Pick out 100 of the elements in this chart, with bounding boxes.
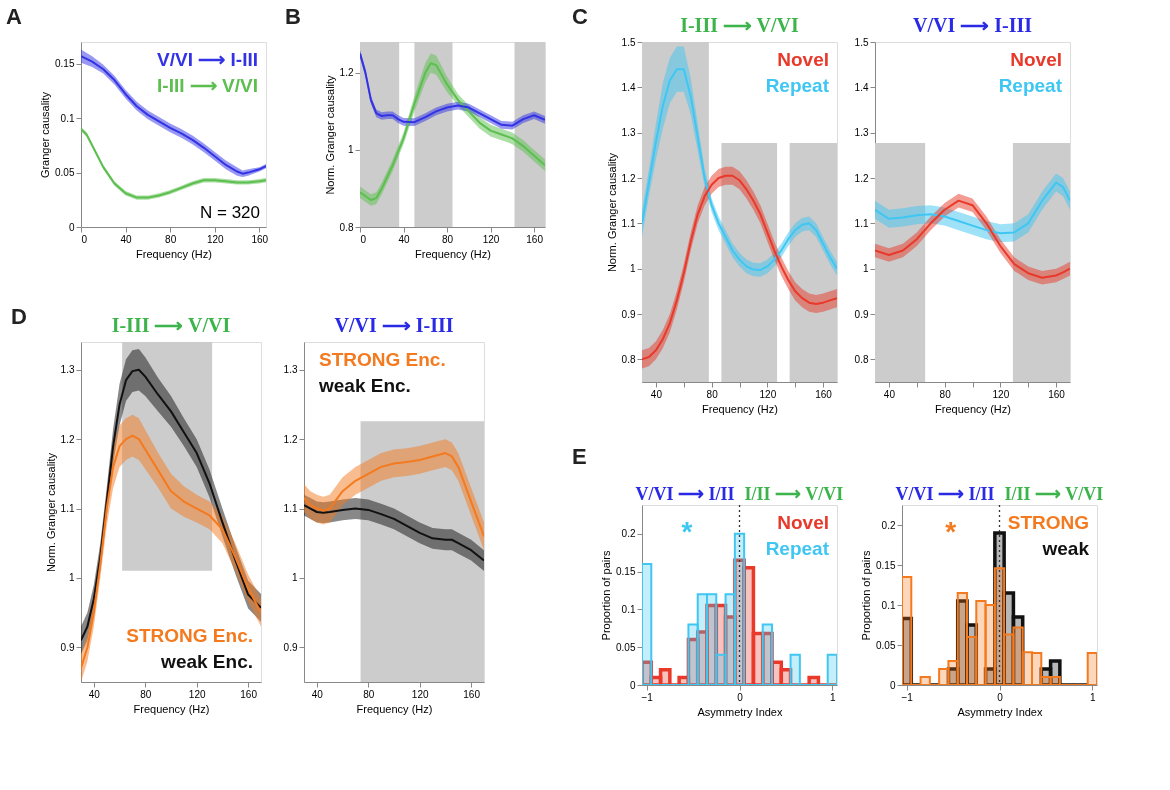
x-tick-label: 80 — [165, 233, 177, 245]
text: weak — [1041, 538, 1090, 559]
x-tick-label: 0 — [737, 691, 744, 703]
y-tick-label: 1.3 — [854, 127, 869, 139]
x-tick-label: 0 — [360, 233, 367, 245]
x-tick-label: 160 — [526, 233, 544, 245]
y-tick-label: 1 — [347, 144, 354, 156]
x-tick-label: 120 — [992, 388, 1010, 400]
text: E — [572, 444, 587, 469]
y-tick-label: 0.1 — [881, 599, 896, 611]
y-axis-title: Granger causality — [39, 91, 52, 179]
y-tick-label: 1.2 — [854, 172, 869, 184]
y-tick-label: 1.4 — [621, 81, 636, 93]
x-axis-title: Frequency (Hz) — [935, 402, 1011, 415]
x-tick-label: 40 — [398, 233, 411, 245]
text: I/II ⟶ V/VI — [1004, 484, 1104, 504]
x-tick-label: 40 — [650, 388, 663, 400]
text: weak Enc. — [160, 651, 253, 672]
text: V/VI ⟶ I/II — [635, 484, 735, 504]
y-tick-label: 0.15 — [616, 566, 636, 578]
chart-title: I-III ⟶ V/VI — [680, 14, 800, 36]
text: B — [285, 4, 301, 29]
y-tick-label: 0.15 — [55, 58, 75, 70]
x-tick-label: 40 — [88, 688, 101, 700]
y-tick-label: 1.2 — [339, 67, 354, 79]
y-tick-label: 1.3 — [283, 364, 298, 376]
chart-title: V/VI ⟶ I-III — [334, 314, 454, 336]
y-tick-label: 0.8 — [854, 353, 869, 365]
y-tick-label: 1.1 — [60, 503, 75, 515]
text: V/VI ⟶ I-III — [157, 49, 258, 70]
y-axis-title: Proportion of pairs — [860, 550, 873, 641]
x-tick-label: 40 — [120, 233, 133, 245]
x-tick-label: 120 — [759, 388, 777, 400]
y-axis-title: Norm. Granger causality — [323, 74, 336, 195]
y-tick-label: 1.2 — [60, 433, 75, 445]
y-tick-label: 0.05 — [55, 167, 75, 179]
x-tick-label: 120 — [482, 233, 500, 245]
x-tick-label: 80 — [363, 688, 375, 700]
x-axis-title: Frequency (Hz) — [136, 247, 212, 260]
annotation: * — [945, 516, 957, 547]
x-tick-label: −1 — [901, 691, 914, 703]
text: Novel — [1010, 49, 1062, 70]
x-tick-label: 40 — [883, 388, 896, 400]
y-tick-label: 1.2 — [283, 433, 298, 445]
y-tick-label: 0.15 — [876, 559, 896, 571]
y-tick-label: 1.2 — [621, 172, 636, 184]
y-tick-label: 1 — [629, 263, 636, 275]
y-tick-label: 0.9 — [283, 641, 298, 653]
y-tick-label: 0.8 — [621, 353, 636, 365]
y-tick-label: 0.9 — [60, 641, 75, 653]
y-tick-label: 1 — [68, 572, 75, 584]
chart-title: V/VI ⟶ I-III — [912, 14, 1033, 36]
y-tick-label: 0.2 — [621, 528, 636, 540]
x-tick-label: 120 — [411, 688, 429, 700]
y-tick-label: 0.9 — [854, 308, 869, 320]
text: Novel — [777, 49, 829, 70]
x-tick-label: 0 — [997, 691, 1004, 703]
x-tick-label: −1 — [641, 691, 654, 703]
text: Repeat — [998, 75, 1063, 96]
x-tick-label: 160 — [815, 388, 833, 400]
x-tick-label: 0 — [81, 233, 88, 245]
y-tick-label: 1.1 — [854, 217, 869, 229]
y-tick-label: 0.1 — [60, 112, 75, 124]
x-axis-title: Asymmetry Index — [697, 705, 783, 718]
y-tick-label: 0.8 — [339, 221, 354, 233]
text: I-III ⟶ V/VI — [157, 75, 258, 96]
x-axis-title: Frequency (Hz) — [702, 402, 778, 415]
x-tick-label: 80 — [140, 688, 152, 700]
y-tick-label: 0.2 — [881, 519, 896, 531]
y-tick-label: 1 — [862, 263, 869, 275]
y-tick-label: 0 — [889, 679, 896, 691]
y-tick-label: 0.05 — [616, 641, 636, 653]
y-tick-label: 0.9 — [621, 308, 636, 320]
chart-title: I-III ⟶ V/VI — [111, 314, 231, 336]
x-tick-label: 120 — [188, 688, 206, 700]
x-tick-label: 1 — [1090, 691, 1097, 703]
y-tick-label: 1.1 — [283, 503, 298, 515]
x-axis-title: Asymmetry Index — [957, 705, 1043, 718]
y-tick-label: 0 — [68, 221, 75, 233]
x-tick-label: 160 — [463, 688, 481, 700]
text: weak Enc. — [318, 375, 411, 396]
text: Repeat — [765, 75, 830, 96]
y-tick-label: 0 — [629, 679, 636, 691]
y-axis-title: Norm. Granger causality — [605, 152, 618, 273]
series-label: Repeat — [765, 538, 830, 559]
x-tick-label: 120 — [206, 233, 225, 245]
y-axis-title: Proportion of pairs — [600, 550, 613, 641]
y-tick-label: 1.1 — [621, 217, 636, 229]
y-tick-label: 0.1 — [621, 603, 636, 615]
y-tick-label: 1 — [291, 572, 298, 584]
y-tick-label: 1.3 — [621, 127, 636, 139]
y-tick-label: 1.4 — [854, 81, 869, 93]
x-tick-label: 80 — [939, 388, 952, 400]
text: V/VI ⟶ I/II — [895, 484, 995, 504]
text: Novel — [777, 512, 829, 533]
x-tick-label: 1 — [830, 691, 837, 703]
x-tick-label: 160 — [251, 233, 269, 245]
series-label: STRONG — [1007, 512, 1089, 533]
y-axis-title: Norm. Granger causality — [44, 452, 57, 573]
x-tick-label: 80 — [442, 233, 454, 245]
